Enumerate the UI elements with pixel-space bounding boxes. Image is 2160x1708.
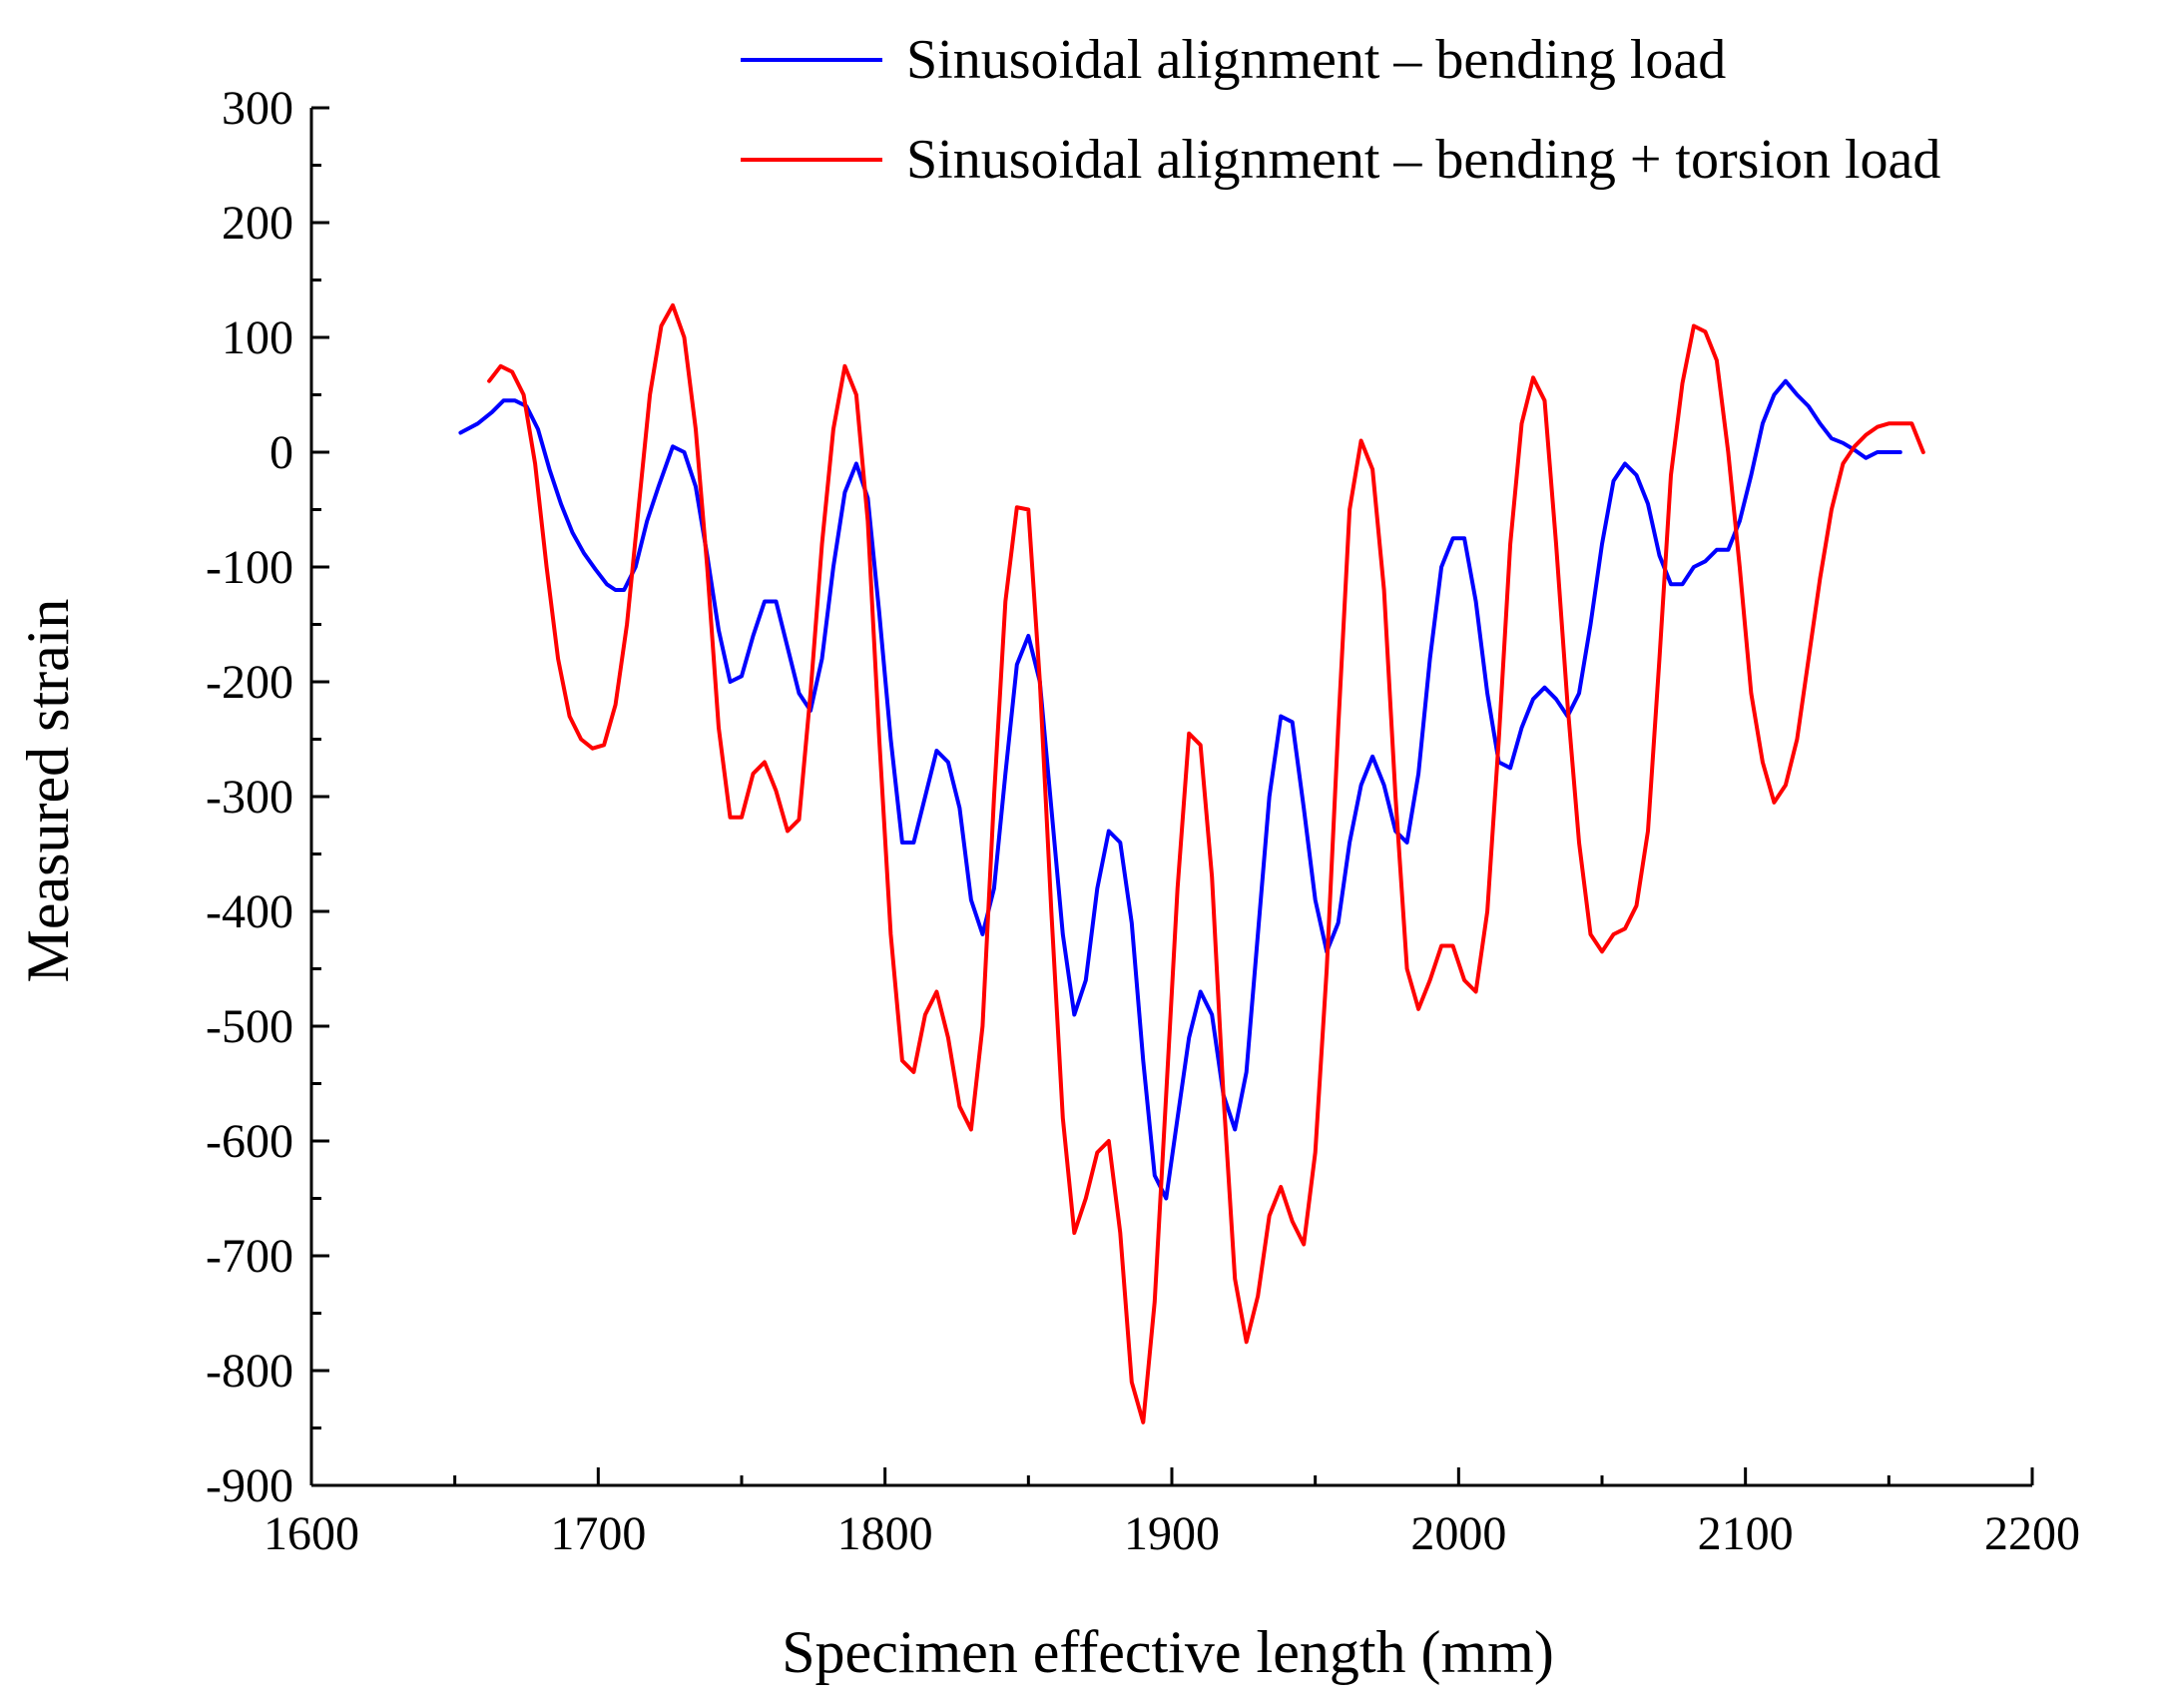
x-tick-label: 2200 xyxy=(1984,1507,2080,1560)
y-tick-label: -100 xyxy=(206,541,293,594)
y-tick-label: 100 xyxy=(222,311,293,364)
y-tick-label: -400 xyxy=(206,885,293,938)
x-tick-label: 1700 xyxy=(550,1507,646,1560)
y-tick-label: -700 xyxy=(206,1230,293,1283)
series-line-bending xyxy=(458,378,1902,1201)
x-tick-label: 1900 xyxy=(1124,1507,1220,1560)
legend-label-bending-torsion: Sinusoidal alignment – bending + torsion… xyxy=(906,129,1940,191)
y-tick-label: -600 xyxy=(206,1115,293,1168)
legend: Sinusoidal alignment – bending load Sinus… xyxy=(741,29,1940,191)
x-tick-label: 2000 xyxy=(1410,1507,1506,1560)
series-line-bending-torsion xyxy=(487,302,1925,1424)
y-axis-title: Measured strain xyxy=(15,599,81,983)
x-tick-label: 1800 xyxy=(837,1507,933,1560)
y-tick-label: 200 xyxy=(222,197,293,250)
y-tick-label: 300 xyxy=(222,82,293,135)
legend-label-bending: Sinusoidal alignment – bending load xyxy=(906,29,1726,91)
x-axis-title: Specimen effective length (mm) xyxy=(782,1619,1554,1685)
x-tick-label: 2100 xyxy=(1698,1507,1794,1560)
y-tick-label: -200 xyxy=(206,656,293,709)
x-tick-label: 1600 xyxy=(264,1507,359,1560)
y-tick-label: -500 xyxy=(206,1000,293,1053)
y-tick-label: -900 xyxy=(206,1459,293,1512)
y-tick-label: -800 xyxy=(206,1345,293,1398)
y-tick-label: -300 xyxy=(206,771,293,824)
y-tick-label: 0 xyxy=(270,426,293,479)
plot-area xyxy=(458,302,1925,1424)
axes: 300 200 100 0 -100 -200 -300 -400 -500 -600 -700 -8… xyxy=(206,82,2080,1560)
